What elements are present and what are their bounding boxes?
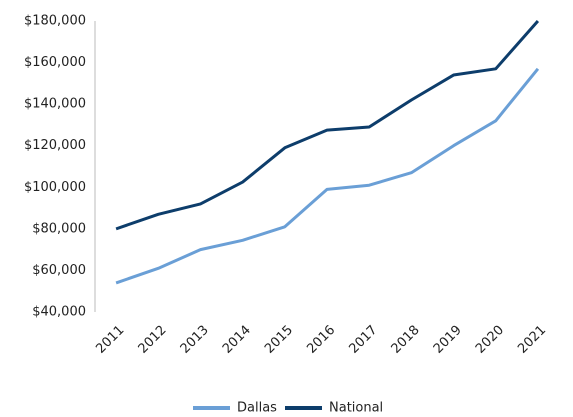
y-tick-label: $60,000 (32, 263, 86, 278)
series-line (115, 67, 540, 285)
x-tick-label: 2012 (136, 323, 170, 357)
y-tick-label: $140,000 (24, 97, 86, 112)
y-tick-label: $180,000 (24, 14, 86, 29)
legend-label: National (329, 401, 383, 416)
y-tick-label: $160,000 (24, 55, 86, 70)
x-tick-label: 2019 (431, 323, 465, 357)
y-tick-label: $120,000 (24, 138, 86, 153)
x-tick-label: 2013 (178, 323, 212, 357)
x-tick-label: 2011 (93, 323, 127, 357)
x-tick-label: 2017 (346, 323, 380, 357)
legend-label: Dallas (237, 401, 277, 416)
y-tick-label: $80,000 (32, 221, 86, 236)
y-tick-label: $100,000 (24, 180, 86, 195)
x-tick-label: 2020 (473, 323, 507, 357)
x-tick-label: 2018 (389, 323, 423, 357)
x-tick-label: 2016 (304, 323, 338, 357)
x-tick-label: 2015 (262, 323, 296, 357)
x-tick-label: 2021 (515, 323, 549, 357)
y-tick-label: $40,000 (32, 305, 86, 320)
x-tick-label: 2014 (220, 323, 254, 357)
series-line (115, 20, 540, 231)
